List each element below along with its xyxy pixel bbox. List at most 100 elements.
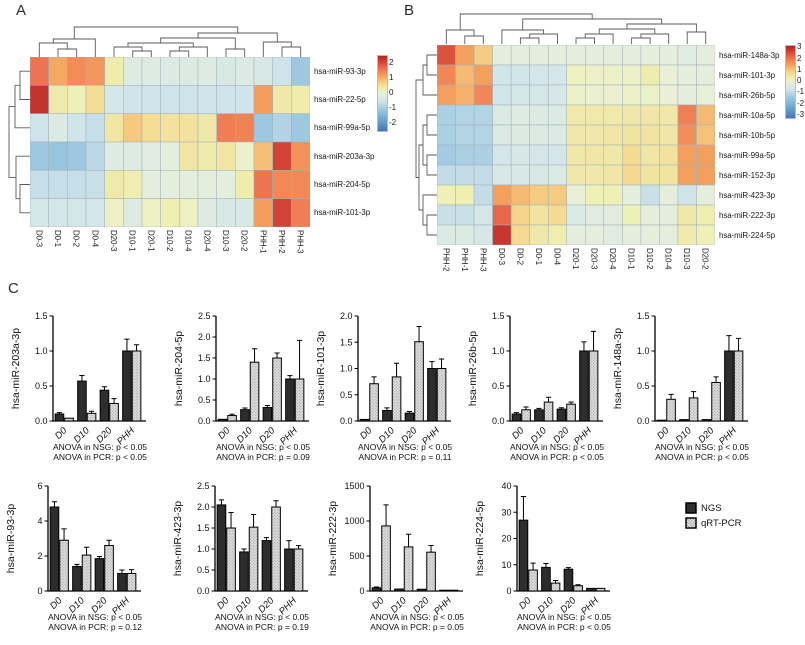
heatmap-cell <box>455 104 475 126</box>
colorbar-tick-label: 2 <box>389 57 394 67</box>
ngs-bar <box>534 409 544 422</box>
qrtpcr-bar <box>81 554 92 592</box>
heatmap-cell <box>622 184 642 206</box>
heatmap-row-label: hsa-miR-101-3p <box>314 208 370 218</box>
qrtpcr-bar <box>448 589 459 592</box>
anova-pcr-text: ANOVA in PCR: p = 0.09 <box>216 452 310 462</box>
error-bar <box>295 545 302 549</box>
heatmap-cell <box>492 224 512 245</box>
panel-b-row-dendrogram <box>415 54 437 236</box>
error-bar <box>668 393 674 400</box>
y-tick-label: 1.0 <box>197 544 210 554</box>
colorbar-tick-label: 0 <box>389 87 394 97</box>
y-tick-label: 10 <box>501 560 511 570</box>
qrtpcr-bar <box>588 350 599 422</box>
error-bar <box>428 545 434 553</box>
heatmap-cell <box>216 170 236 199</box>
error-bar <box>263 537 270 541</box>
qrtpcr-bar <box>64 417 74 422</box>
qrtpcr-bar <box>226 527 236 592</box>
error-bar <box>530 562 536 570</box>
error-bar <box>250 514 257 528</box>
heatmap-cell <box>291 113 310 143</box>
heatmap-cell <box>455 144 475 166</box>
heatmap-cell <box>529 204 549 226</box>
heatmap-cell <box>197 141 217 171</box>
heatmap-cell <box>141 85 161 114</box>
heatmap-cell <box>272 113 292 143</box>
heatmap-cell <box>622 164 642 186</box>
qrtpcr-bar <box>566 403 576 422</box>
legend: NGS qRT-PCR <box>685 502 741 529</box>
anova-ngs-text: ANOVA in NSG: p < 0.05 <box>517 612 611 622</box>
heatmap-cell <box>473 144 493 166</box>
heatmap-cell <box>640 45 660 66</box>
y-tick-label: 0.0 <box>198 416 211 426</box>
heatmap-cell <box>179 57 199 86</box>
anova-pcr-text: ANOVA in PCR: p = 0.11 <box>359 452 452 462</box>
heatmap-column-label: PHH-2 <box>277 230 286 254</box>
heatmap-cell <box>547 184 567 206</box>
heatmap-cell <box>566 64 586 86</box>
y-tick-label: 1500 <box>344 481 364 491</box>
heatmap-cell <box>566 204 586 226</box>
heatmap-column-label: D0-1 <box>53 230 62 247</box>
error-bar <box>536 407 542 410</box>
anova-pcr-text: ANOVA in PCR: p < 0.05 <box>53 452 147 462</box>
heatmap-cell <box>197 113 217 143</box>
qrtpcr-bar <box>528 569 538 592</box>
qrtpcr-bar <box>248 526 259 592</box>
heatmap-cell <box>123 57 143 86</box>
heatmap-cell <box>659 84 679 106</box>
panel-c-label: C <box>8 280 19 297</box>
qrtpcr-bar <box>126 573 137 592</box>
heatmap-cell <box>67 113 87 143</box>
ngs-bar <box>94 558 105 592</box>
legend-label-ngs: NGS <box>701 502 722 514</box>
heatmap-column-label: D10-4 <box>663 248 673 270</box>
heatmap-cell <box>67 141 87 171</box>
heatmap-column-label: D0-2 <box>71 230 81 247</box>
heatmap-cell <box>104 57 124 86</box>
ngs-bar <box>49 506 60 592</box>
y-tick-label: 1.5 <box>637 311 650 321</box>
error-bar <box>101 386 108 391</box>
heatmap-cell <box>492 45 512 66</box>
error-bar <box>590 330 597 351</box>
qrtpcr-bar <box>573 585 583 592</box>
error-bar <box>61 528 67 541</box>
y-axis-title: hsa-miR-204-5p <box>173 331 185 406</box>
heatmap-cell <box>160 141 180 171</box>
error-bar <box>133 344 140 351</box>
ngs-bar <box>261 540 272 592</box>
heatmap-cell <box>640 224 660 245</box>
heatmap-cell <box>529 64 549 86</box>
y-tick-label: 20 <box>501 534 511 544</box>
error-bar <box>568 401 574 405</box>
heatmap-cell <box>160 57 180 86</box>
ngs-bar <box>579 350 589 422</box>
error-bar <box>218 499 225 505</box>
heatmap-cell <box>510 144 530 166</box>
heatmap-cell <box>197 85 217 114</box>
anova-pcr-text: ANOVA in PCR: p = 0.12 <box>48 622 142 632</box>
ngs-bar <box>518 519 529 592</box>
heatmap-cell <box>455 184 475 206</box>
heatmap-cell <box>437 224 456 245</box>
y-tick-label: 1.5 <box>340 337 353 347</box>
ngs-bar <box>284 548 294 592</box>
heatmap-cell <box>492 164 512 186</box>
ngs-bar <box>216 504 227 592</box>
error-bar <box>228 511 234 528</box>
colorbar-tick-label: -3 <box>797 109 805 119</box>
ngs-bar <box>404 412 415 422</box>
heatmap-cell <box>547 45 567 66</box>
qrtpcr-bar <box>104 545 114 592</box>
heatmap-cell <box>696 144 715 166</box>
error-bar <box>286 540 292 549</box>
y-tick-label: 0.5 <box>492 381 505 391</box>
heatmap-cell <box>510 45 530 66</box>
y-axis-title: hsa-miR-93-3p <box>5 504 17 574</box>
heatmap-cell <box>141 198 161 227</box>
heatmap-cell <box>510 224 530 245</box>
